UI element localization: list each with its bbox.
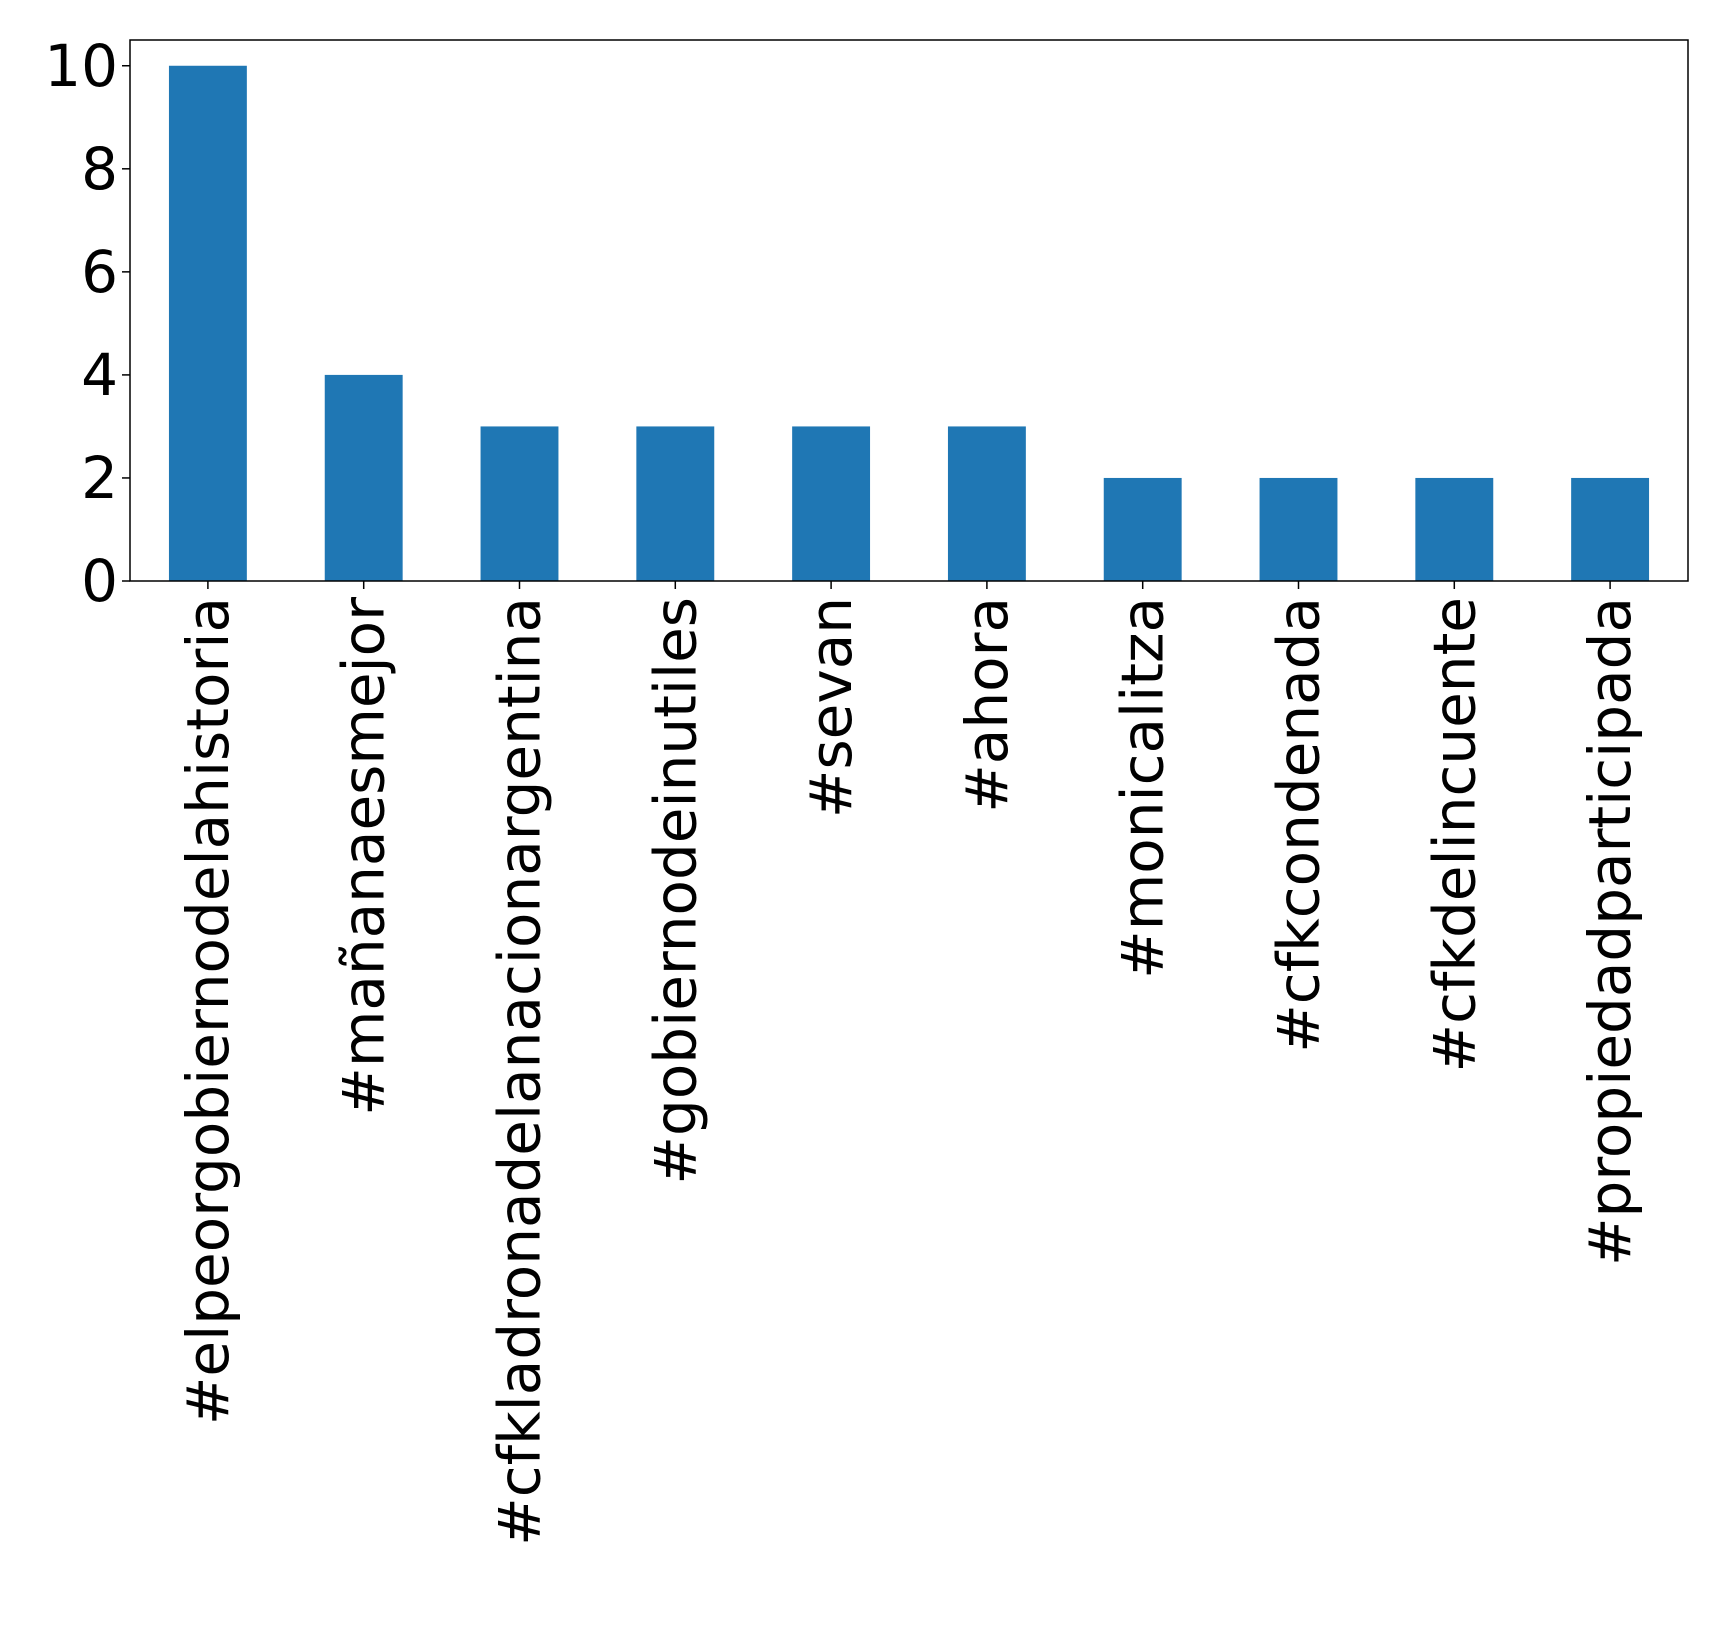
bar-8 [1259,477,1338,581]
x-tick-label-9: #cfkdelincuente [1420,597,1488,1073]
bar-6 [947,426,1026,581]
x-tick-label-2: #mañanaesmejor [330,597,398,1116]
y-tick-label-2: 2 [81,444,118,512]
bar-5 [792,426,871,581]
y-tick-label-8: 8 [81,135,118,203]
plot-frame [129,39,1689,582]
x-tick-label-10: #propiedadparticipada [1576,597,1644,1266]
x-tick-label-1: #elpeorgobiernodelahistoria [174,597,242,1425]
bar-9 [1415,477,1494,581]
x-tick-label-5: #sevan [797,597,865,818]
x-tick-label-4: #gobiernodeinutiles [641,597,709,1185]
bar-4 [636,426,715,581]
bar-2 [324,374,403,581]
y-tick-label-0: 0 [81,547,118,615]
y-tick-label-4: 4 [81,341,118,409]
x-tick-label-7: #monicalitza [1109,597,1177,979]
x-tick-label-3: #cfkladronadelanacionargentina [486,597,554,1546]
bar-7 [1103,477,1182,581]
y-axis-ticks: 0 2 4 6 8 10 [44,32,130,615]
bar-3 [480,426,559,581]
x-axis-ticks: #elpeorgobiernodelahistoria #mañanaesmejo… [174,581,1644,1546]
y-tick-label-6: 6 [81,238,118,306]
x-tick-label-8: #cfkcondenada [1265,597,1333,1053]
bars [168,65,1650,581]
bar-10 [1571,477,1650,581]
x-tick-label-6: #ahora [953,597,1021,813]
y-tick-label-10: 10 [44,32,118,100]
bar-1 [168,65,247,581]
